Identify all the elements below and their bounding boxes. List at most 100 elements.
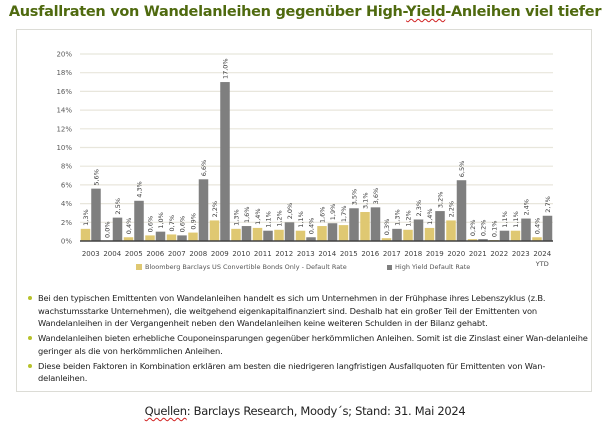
legend-item-high-yield: High Yield Default Rate	[387, 263, 470, 271]
bar-convertibles	[145, 235, 155, 241]
data-label: 1,3%	[233, 209, 241, 226]
x-tick-label: 2004	[103, 250, 121, 258]
title-text-end: -Anleihen viel tiefer	[445, 4, 602, 20]
bar-high-yield	[349, 208, 359, 241]
data-label: 1,1%	[297, 211, 305, 228]
data-label: 0,3%	[383, 219, 391, 236]
data-label: 3,2%	[437, 192, 445, 209]
legend-label-high-yield: High Yield Default Rate	[395, 263, 471, 271]
data-label: 3,1%	[362, 192, 370, 209]
legend-swatch-high-yield	[387, 264, 392, 270]
x-tick-label: 2013	[297, 250, 315, 258]
bar-high-yield	[542, 215, 553, 241]
bar-high-yield	[435, 211, 445, 241]
bar-high-yield	[241, 226, 252, 241]
x-tick-label: 2005	[125, 250, 143, 258]
y-tick-label: 10%	[56, 144, 72, 152]
bar-convertibles	[231, 228, 241, 241]
bar-high-yield	[91, 188, 101, 241]
data-label: 0,1%	[491, 221, 499, 238]
bullet-dot-icon	[28, 296, 32, 300]
bar-convertibles	[317, 226, 327, 241]
data-label: 1,2%	[405, 210, 413, 227]
x-tick-label: 2022	[490, 250, 508, 258]
data-label: 0,6%	[179, 216, 187, 233]
x-tick-label: 2019	[426, 250, 444, 258]
legend-swatch-convertibles	[136, 264, 142, 270]
x-tick-label: 2010	[232, 250, 250, 258]
bar-high-yield	[198, 179, 209, 241]
data-label: 1,1%	[512, 211, 520, 228]
bar-convertibles	[338, 225, 349, 241]
title-text: Ausfallraten von Wandelanleihen gegenübe…	[8, 4, 407, 20]
y-tick-label: 16%	[56, 88, 72, 96]
bar-high-yield	[263, 230, 273, 241]
data-label: 1,2%	[276, 210, 284, 227]
bar-convertibles	[274, 229, 284, 241]
data-label: 0,4%	[534, 218, 542, 235]
bar-high-yield	[155, 231, 166, 241]
y-tick-label: 4%	[61, 200, 72, 208]
data-label: 1,4%	[426, 208, 434, 225]
data-label: 0,7%	[168, 215, 176, 232]
bar-convertibles	[446, 220, 456, 241]
data-label: 2,0%	[286, 203, 294, 220]
data-label: 2,4%	[523, 199, 531, 216]
bar-high-yield	[392, 228, 402, 241]
source-label: Quellen	[144, 404, 187, 418]
data-label: 1,7%	[340, 206, 348, 223]
bar-high-yield	[521, 218, 531, 241]
bar-convertibles	[166, 234, 177, 241]
bar-convertibles	[424, 227, 435, 241]
bar-convertibles	[360, 212, 370, 241]
bar-convertibles	[209, 220, 220, 241]
bullet-item: Diese beiden Faktoren in Kombination erk…	[26, 360, 594, 385]
bar-convertibles	[403, 229, 413, 241]
data-label: 4,3%	[136, 181, 144, 198]
data-label: 2,5%	[114, 198, 122, 215]
data-label: 1,1%	[501, 211, 509, 228]
data-label: 1,4%	[254, 208, 262, 225]
bar-high-yield	[306, 237, 316, 241]
bar-high-yield	[456, 180, 467, 241]
bar-convertibles	[123, 237, 134, 241]
bar-convertibles	[252, 227, 263, 241]
bullet-list: Bei den typischen Emittenten von Wandela…	[26, 292, 594, 387]
data-label: 1,3%	[82, 209, 90, 226]
bullet-text: Wandelanleihen bieten erhebliche Coupone…	[38, 333, 588, 356]
x-tick-label: 2003	[82, 250, 100, 258]
data-label: 17,0%	[222, 58, 230, 79]
y-tick-label: 12%	[56, 125, 72, 133]
data-label: 0,2%	[469, 220, 477, 237]
x-tick-label: 2007	[168, 250, 186, 258]
data-label: 3,6%	[372, 188, 380, 205]
source-text: : Barclays Research, Moody´s; Stand: 31.…	[186, 404, 466, 418]
data-label: 1,0%	[157, 212, 165, 229]
x-tick-label: 2006	[146, 250, 164, 258]
bar-convertibles	[80, 228, 91, 241]
x-tick-label: 2017	[383, 250, 401, 258]
bullet-item: Bei den typischen Emittenten von Wandela…	[26, 292, 594, 330]
source-note: Quellen: Barclays Research, Moody´s; Sta…	[0, 404, 610, 418]
bar-convertibles	[510, 230, 521, 241]
data-label: 0,4%	[125, 218, 133, 235]
legend-item-convertibles: Bloomberg Barclays US Convertible Bonds …	[136, 263, 347, 271]
data-label: 6,6%	[200, 160, 208, 177]
bar-convertibles	[188, 232, 198, 241]
x-tick-label: 2009	[211, 250, 229, 258]
title-spellcheck-word: Yield	[406, 4, 446, 20]
x-tick-label: 2020	[447, 250, 465, 258]
bar-convertibles	[381, 238, 392, 241]
bar-high-yield	[177, 235, 187, 241]
bar-convertibles	[532, 237, 542, 241]
y-tick-label: 20%	[56, 51, 72, 59]
x-tick-label: 2014	[318, 250, 336, 258]
data-label: 1,3%	[394, 209, 402, 226]
x-tick-label: 2008	[189, 250, 207, 258]
data-label: 2,7%	[544, 196, 552, 213]
bar-high-yield	[134, 200, 144, 241]
x-tick-label: 2012	[275, 250, 293, 258]
bar-convertibles	[467, 239, 478, 241]
bullet-dot-icon	[28, 336, 32, 341]
x-tick-label: 2024	[533, 250, 551, 258]
